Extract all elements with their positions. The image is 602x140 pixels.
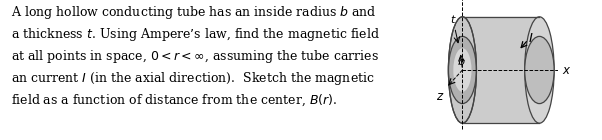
Text: $t$: $t$ [450,13,457,25]
Ellipse shape [525,36,554,104]
Text: $x$: $x$ [562,64,571,76]
Ellipse shape [453,48,471,92]
Text: A long hollow conducting tube has an inside radius $b$ and
a thickness $t$. Usin: A long hollow conducting tube has an ins… [11,4,380,108]
Ellipse shape [448,36,476,104]
Text: $b$: $b$ [458,55,466,67]
Text: $z$: $z$ [436,90,444,103]
Ellipse shape [525,17,554,123]
Ellipse shape [448,17,476,123]
Text: $I$: $I$ [528,32,534,45]
Polygon shape [462,17,554,123]
